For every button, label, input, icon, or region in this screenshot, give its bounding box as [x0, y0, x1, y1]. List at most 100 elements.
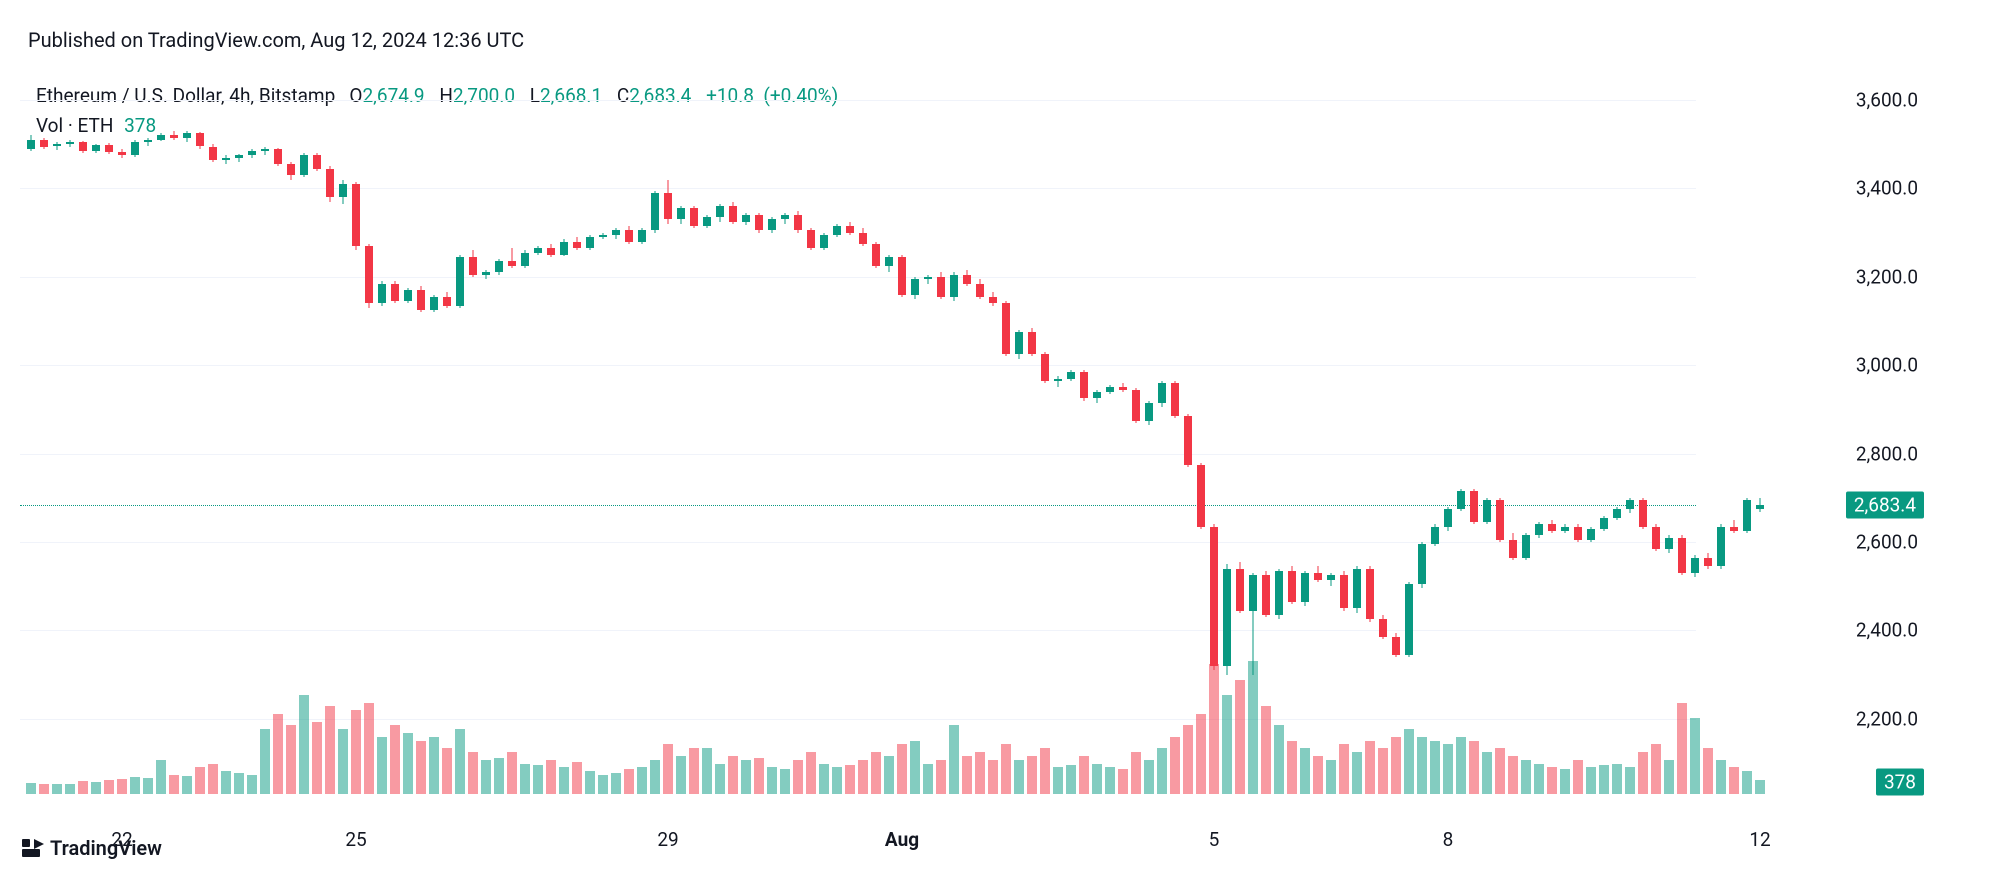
volume-bar	[78, 781, 88, 794]
volume-bar	[39, 784, 49, 794]
volume-bar	[988, 760, 998, 794]
volume-bar	[1716, 760, 1726, 794]
volume-bar	[819, 764, 829, 794]
brand-name: TradingView	[50, 836, 162, 860]
volume-bar	[1651, 744, 1661, 794]
price-tick-label: 2,600.0	[1856, 531, 1918, 554]
volume-bar	[130, 777, 140, 794]
volume-bar	[702, 748, 712, 794]
volume-bar	[1170, 737, 1180, 794]
volume-bar	[650, 760, 660, 794]
volume-bar	[52, 784, 62, 794]
volume-bar	[208, 764, 218, 794]
volume-bar	[754, 758, 764, 794]
volume-bar	[624, 769, 634, 794]
time-tick-label: 29	[657, 828, 678, 851]
volume-bar	[1235, 680, 1245, 794]
volume-bar	[1456, 737, 1466, 794]
time-tick-label: 5	[1209, 828, 1220, 851]
volume-bar	[91, 782, 101, 794]
volume-bar	[1547, 767, 1557, 794]
volume-bar	[325, 706, 335, 794]
volume-bar	[767, 767, 777, 794]
volume-bar	[403, 733, 413, 794]
volume-bar	[689, 748, 699, 794]
volume-bar	[494, 758, 504, 794]
time-tick-label: Aug	[885, 828, 919, 851]
volume-bar	[598, 775, 608, 794]
time-axis: 222529Aug5812	[20, 824, 1936, 858]
volume-bar	[195, 767, 205, 794]
time-tick-label: 8	[1443, 828, 1454, 851]
volume-bar	[169, 775, 179, 794]
volume-bar	[1404, 729, 1414, 794]
volume-bar	[1196, 714, 1206, 794]
brand-footer: TradingView	[22, 836, 162, 860]
price-axis: 3,600.03,400.03,200.03,000.02,800.02,600…	[1816, 78, 1936, 794]
volume-bar	[1755, 780, 1765, 794]
volume-bar	[520, 764, 530, 794]
volume-bar	[1430, 741, 1440, 794]
volume-bar	[1443, 744, 1453, 794]
volume-bar	[845, 765, 855, 794]
volume-bar	[1027, 756, 1037, 794]
volume-bar	[1040, 748, 1050, 794]
price-tick-label: 2,800.0	[1856, 442, 1918, 465]
volume-bar	[1638, 752, 1648, 794]
volume-bar	[559, 767, 569, 794]
volume-bar	[741, 760, 751, 794]
volume-bar	[1482, 752, 1492, 794]
price-tick-label: 3,200.0	[1856, 265, 1918, 288]
volume-bar	[390, 725, 400, 794]
volume-bar	[1222, 695, 1232, 794]
volume-bar	[533, 765, 543, 794]
volume-bar	[1118, 769, 1128, 794]
volume-bar	[117, 779, 127, 794]
volume-bar	[442, 748, 452, 794]
volume-bar	[65, 784, 75, 794]
volume-bar	[1560, 769, 1570, 794]
volume-bar	[429, 737, 439, 794]
volume-bar	[871, 752, 881, 794]
price-tick-label: 3,000.0	[1856, 354, 1918, 377]
volume-bar	[1313, 756, 1323, 794]
volume-bar	[1352, 752, 1362, 794]
volume-bar	[663, 744, 673, 794]
volume-bar	[1664, 760, 1674, 794]
time-tick-label: 25	[345, 828, 366, 851]
volume-bar	[1300, 748, 1310, 794]
volume-bar	[1261, 706, 1271, 794]
volume-bar	[1105, 767, 1115, 794]
volume-bar	[715, 764, 725, 794]
volume-bar	[1508, 756, 1518, 794]
volume-bar	[1274, 725, 1284, 794]
volume-bar	[1391, 737, 1401, 794]
volume-bar	[897, 744, 907, 794]
volume-axis-badge: 378	[1876, 769, 1924, 796]
volume-bar	[858, 760, 868, 794]
volume-bar	[299, 695, 309, 794]
price-tick-label: 2,400.0	[1856, 619, 1918, 642]
volume-bar	[923, 764, 933, 794]
volume-bar	[910, 741, 920, 794]
volume-bar	[1183, 725, 1193, 794]
volume-bar	[221, 771, 231, 794]
volume-bar	[1417, 737, 1427, 794]
volume-bar	[1586, 767, 1596, 794]
volume-bar	[1287, 741, 1297, 794]
volume-bar	[546, 760, 556, 794]
price-tick-label: 3,600.0	[1856, 89, 1918, 112]
volume-bar	[1053, 767, 1063, 794]
volume-bar	[1326, 760, 1336, 794]
volume-bar	[780, 769, 790, 794]
volume-bar	[1157, 748, 1167, 794]
chart-root: Published on TradingView.com, Aug 12, 20…	[0, 0, 1996, 878]
volume-bar	[1742, 771, 1752, 794]
volume-bar	[585, 771, 595, 794]
chart-area[interactable]: 3,600.03,400.03,200.03,000.02,800.02,600…	[20, 78, 1936, 794]
volume-bar	[26, 783, 36, 794]
volume-bar	[1092, 764, 1102, 794]
volume-bar	[1209, 664, 1219, 794]
volume-bar	[936, 760, 946, 794]
volume-bar	[975, 752, 985, 794]
